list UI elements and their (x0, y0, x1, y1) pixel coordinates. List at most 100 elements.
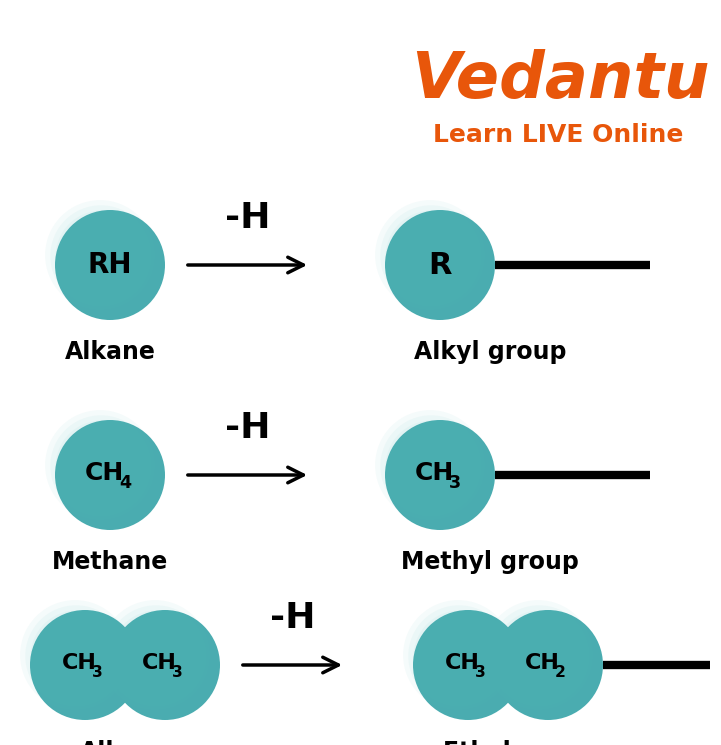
Circle shape (126, 626, 193, 694)
Circle shape (416, 241, 459, 283)
Circle shape (131, 631, 190, 690)
Circle shape (71, 652, 97, 676)
Circle shape (416, 451, 459, 493)
Circle shape (449, 647, 483, 680)
Circle shape (100, 600, 210, 710)
Circle shape (66, 221, 142, 297)
Text: CH: CH (61, 653, 97, 673)
Circle shape (87, 241, 128, 283)
Circle shape (87, 451, 128, 493)
Circle shape (483, 600, 593, 710)
Text: 2: 2 (555, 665, 566, 679)
Text: RH: RH (88, 251, 132, 279)
Text: 3: 3 (475, 665, 486, 679)
Circle shape (444, 641, 486, 683)
Text: 3: 3 (92, 665, 103, 679)
Circle shape (427, 252, 451, 276)
Circle shape (524, 641, 566, 683)
Circle shape (66, 647, 100, 680)
Circle shape (422, 457, 455, 490)
Circle shape (424, 621, 500, 697)
Text: Methyl group: Methyl group (401, 550, 579, 574)
Circle shape (385, 210, 495, 320)
Circle shape (81, 446, 132, 497)
Text: Alkane: Alkane (65, 340, 156, 364)
Circle shape (92, 247, 125, 280)
Circle shape (413, 610, 506, 703)
Circle shape (429, 626, 496, 694)
Circle shape (504, 621, 580, 697)
Circle shape (55, 210, 165, 320)
Text: CH: CH (84, 461, 123, 485)
Circle shape (534, 652, 559, 676)
Circle shape (76, 231, 135, 290)
Circle shape (136, 636, 187, 687)
Circle shape (81, 236, 132, 287)
Circle shape (61, 215, 145, 300)
Circle shape (509, 626, 576, 694)
Circle shape (403, 600, 513, 710)
Circle shape (61, 641, 103, 683)
Text: R: R (428, 250, 452, 279)
Circle shape (35, 615, 120, 700)
Circle shape (46, 626, 113, 694)
Circle shape (71, 436, 138, 504)
Circle shape (97, 252, 122, 276)
Circle shape (110, 610, 203, 703)
Circle shape (432, 467, 448, 484)
Circle shape (156, 657, 173, 673)
Circle shape (396, 221, 472, 297)
Circle shape (45, 410, 155, 520)
Circle shape (413, 610, 523, 720)
Circle shape (460, 657, 477, 673)
Circle shape (427, 462, 451, 486)
Circle shape (56, 420, 149, 513)
Circle shape (386, 420, 479, 513)
Circle shape (105, 605, 207, 707)
Circle shape (56, 210, 149, 303)
Circle shape (92, 457, 125, 490)
Text: Alkane: Alkane (79, 740, 170, 745)
Circle shape (396, 431, 472, 507)
Circle shape (406, 441, 465, 500)
Circle shape (110, 610, 220, 720)
Text: CH: CH (141, 653, 177, 673)
Circle shape (115, 615, 200, 700)
Circle shape (61, 425, 145, 510)
Text: CH: CH (525, 653, 559, 673)
Circle shape (151, 652, 177, 676)
Circle shape (519, 636, 570, 687)
Circle shape (391, 215, 475, 300)
Circle shape (120, 621, 197, 697)
Circle shape (498, 615, 583, 700)
Circle shape (434, 631, 493, 690)
Circle shape (493, 610, 603, 720)
Circle shape (391, 425, 475, 510)
Circle shape (50, 206, 151, 307)
Circle shape (51, 631, 110, 690)
Circle shape (141, 641, 183, 683)
Text: Alkyl group: Alkyl group (414, 340, 566, 364)
Circle shape (102, 257, 118, 273)
Circle shape (401, 226, 469, 294)
Text: Ethyl group: Ethyl group (443, 740, 597, 745)
Circle shape (50, 415, 151, 517)
Circle shape (40, 621, 117, 697)
Circle shape (529, 647, 563, 680)
Text: 4: 4 (119, 474, 131, 492)
Circle shape (76, 657, 93, 673)
Circle shape (71, 226, 138, 294)
Circle shape (411, 236, 461, 287)
Text: -H: -H (225, 411, 270, 445)
Circle shape (56, 636, 107, 687)
Circle shape (432, 257, 448, 273)
Circle shape (406, 231, 465, 290)
Circle shape (25, 605, 127, 707)
Circle shape (540, 657, 556, 673)
Circle shape (386, 210, 479, 303)
Text: Methane: Methane (52, 550, 168, 574)
Circle shape (422, 247, 455, 280)
Text: -H: -H (225, 201, 270, 235)
Circle shape (488, 605, 590, 707)
Circle shape (514, 631, 573, 690)
